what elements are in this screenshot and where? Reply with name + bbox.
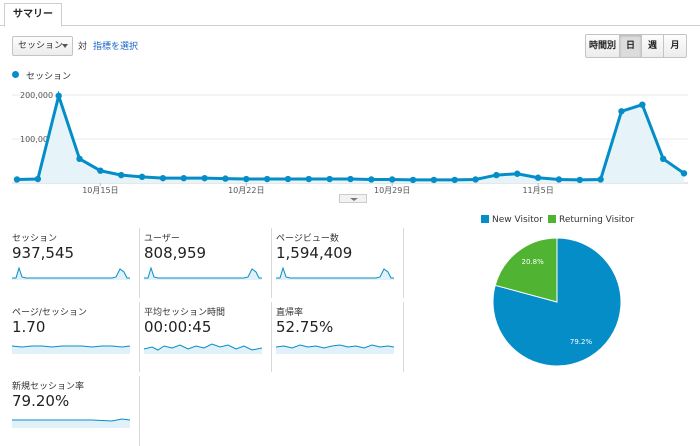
series-legend-dot <box>12 71 19 78</box>
pie-legend-returning: Returning Visitor <box>548 215 634 225</box>
metric-card-new-session-rate[interactable]: 新規セッション率 79.20% <box>12 376 140 446</box>
legend-swatch <box>548 215 556 223</box>
chevron-down-icon <box>62 44 68 48</box>
chart-collapse-handle[interactable] <box>339 194 367 203</box>
data-point <box>576 176 583 184</box>
metric-card-pageviews[interactable]: ページビュー数 1,594,409 <box>276 228 404 298</box>
data-point <box>76 155 83 162</box>
data-point <box>493 171 500 179</box>
metric-card-pages-per-session[interactable]: ページ/セッション 1.70 <box>12 302 140 372</box>
data-point <box>243 175 250 183</box>
metric-value: 1.70 <box>12 318 46 336</box>
data-point <box>97 167 104 174</box>
data-point <box>159 174 167 182</box>
data-point <box>138 173 146 181</box>
pie-legend-new: New Visitor <box>481 215 543 225</box>
series-line <box>16 90 685 182</box>
legend-swatch <box>481 215 489 223</box>
data-point <box>597 176 604 183</box>
sparkline <box>276 266 394 280</box>
data-point <box>555 176 563 183</box>
metric-value: 52.75% <box>276 318 334 336</box>
sparkline <box>276 344 394 354</box>
metric-value: 808,959 <box>144 244 207 262</box>
sparkline <box>144 343 262 354</box>
x-tick-label: 10月22日 <box>228 186 264 195</box>
y-tick-label: 200,000 <box>20 91 53 100</box>
metric-label: ページ/セッション <box>12 308 87 318</box>
data-point <box>284 175 292 183</box>
data-point <box>368 176 375 183</box>
metric-card-bounce-rate[interactable]: 直帰率 52.75% <box>276 302 404 372</box>
sessions-line-chart[interactable]: 200,000 100,000 10月15日 10月22日 10月29日 11月5日 <box>0 80 700 205</box>
data-point <box>180 174 187 182</box>
metric-value: 937,545 <box>12 244 75 262</box>
metric-value: 79.20% <box>12 392 70 410</box>
data-point <box>118 171 125 179</box>
metric-card-users[interactable]: ユーザー 808,959 <box>144 228 272 298</box>
pie-slice <box>494 237 558 303</box>
data-point <box>326 175 333 183</box>
metric-value: 00:00:45 <box>144 318 212 336</box>
metric-label: 直帰率 <box>276 308 304 318</box>
pie-slice-label: 20.8% <box>522 258 545 266</box>
pie-slice-label: 79.2% <box>570 338 593 346</box>
legend-label: Returning Visitor <box>559 215 635 225</box>
period-day-button[interactable]: 日 <box>620 35 642 57</box>
x-tick-label: 10月15日 <box>82 186 118 195</box>
data-point <box>659 155 667 162</box>
data-point <box>34 175 42 183</box>
y-tick-label: 100,000 <box>20 135 53 144</box>
data-point <box>263 175 271 183</box>
metric-value: 1,594,409 <box>276 244 353 262</box>
period-toggle: 時間別 日 週 月 <box>585 34 687 58</box>
data-point <box>430 176 438 184</box>
sparkline <box>12 418 130 428</box>
metric-select-value: セッション <box>18 41 64 51</box>
period-week-button[interactable]: 週 <box>642 35 664 57</box>
period-month-button[interactable]: 月 <box>664 35 686 57</box>
data-point <box>222 175 229 182</box>
select-metric-link[interactable]: 指標を選択 <box>93 42 139 52</box>
data-point <box>305 175 313 183</box>
sparkline <box>12 345 130 354</box>
data-point <box>451 176 458 184</box>
data-point <box>534 174 542 181</box>
data-point <box>409 176 417 184</box>
data-point <box>639 101 646 108</box>
metric-label: セッション <box>12 234 58 244</box>
visitor-type-pie-chart[interactable]: 79.2% 20.8% <box>487 232 627 372</box>
x-tick-label: 11月5日 <box>522 186 553 195</box>
legend-label: New Visitor <box>492 215 543 225</box>
data-point <box>347 175 354 183</box>
metric-label: ユーザー <box>144 234 180 244</box>
metric-card-avg-session-duration[interactable]: 平均セッション時間 00:00:45 <box>144 302 272 372</box>
tab-summary[interactable]: サマリー <box>4 3 62 27</box>
series-area <box>17 95 684 183</box>
sparkline <box>12 266 130 280</box>
x-tick-label: 10月29日 <box>374 186 410 195</box>
vs-label: 対 <box>78 42 88 52</box>
data-point <box>201 174 208 182</box>
data-point <box>680 170 688 177</box>
period-hourly-button[interactable]: 時間別 <box>586 35 620 57</box>
metric-label: 新規セッション率 <box>12 382 85 392</box>
data-point <box>514 170 521 177</box>
metric-select[interactable]: セッション <box>12 36 73 56</box>
tab-bar: サマリー <box>0 0 700 27</box>
sparkline <box>144 266 262 280</box>
metric-label: 平均セッション時間 <box>144 308 226 318</box>
data-point <box>55 92 62 100</box>
data-point <box>13 176 21 183</box>
series-legend-label: セッション <box>26 72 72 82</box>
metric-label: ページビュー数 <box>276 234 339 244</box>
data-point <box>618 108 625 115</box>
data-point <box>388 176 396 183</box>
metric-card-sessions[interactable]: セッション 937,545 <box>12 228 140 298</box>
data-point <box>472 176 479 183</box>
